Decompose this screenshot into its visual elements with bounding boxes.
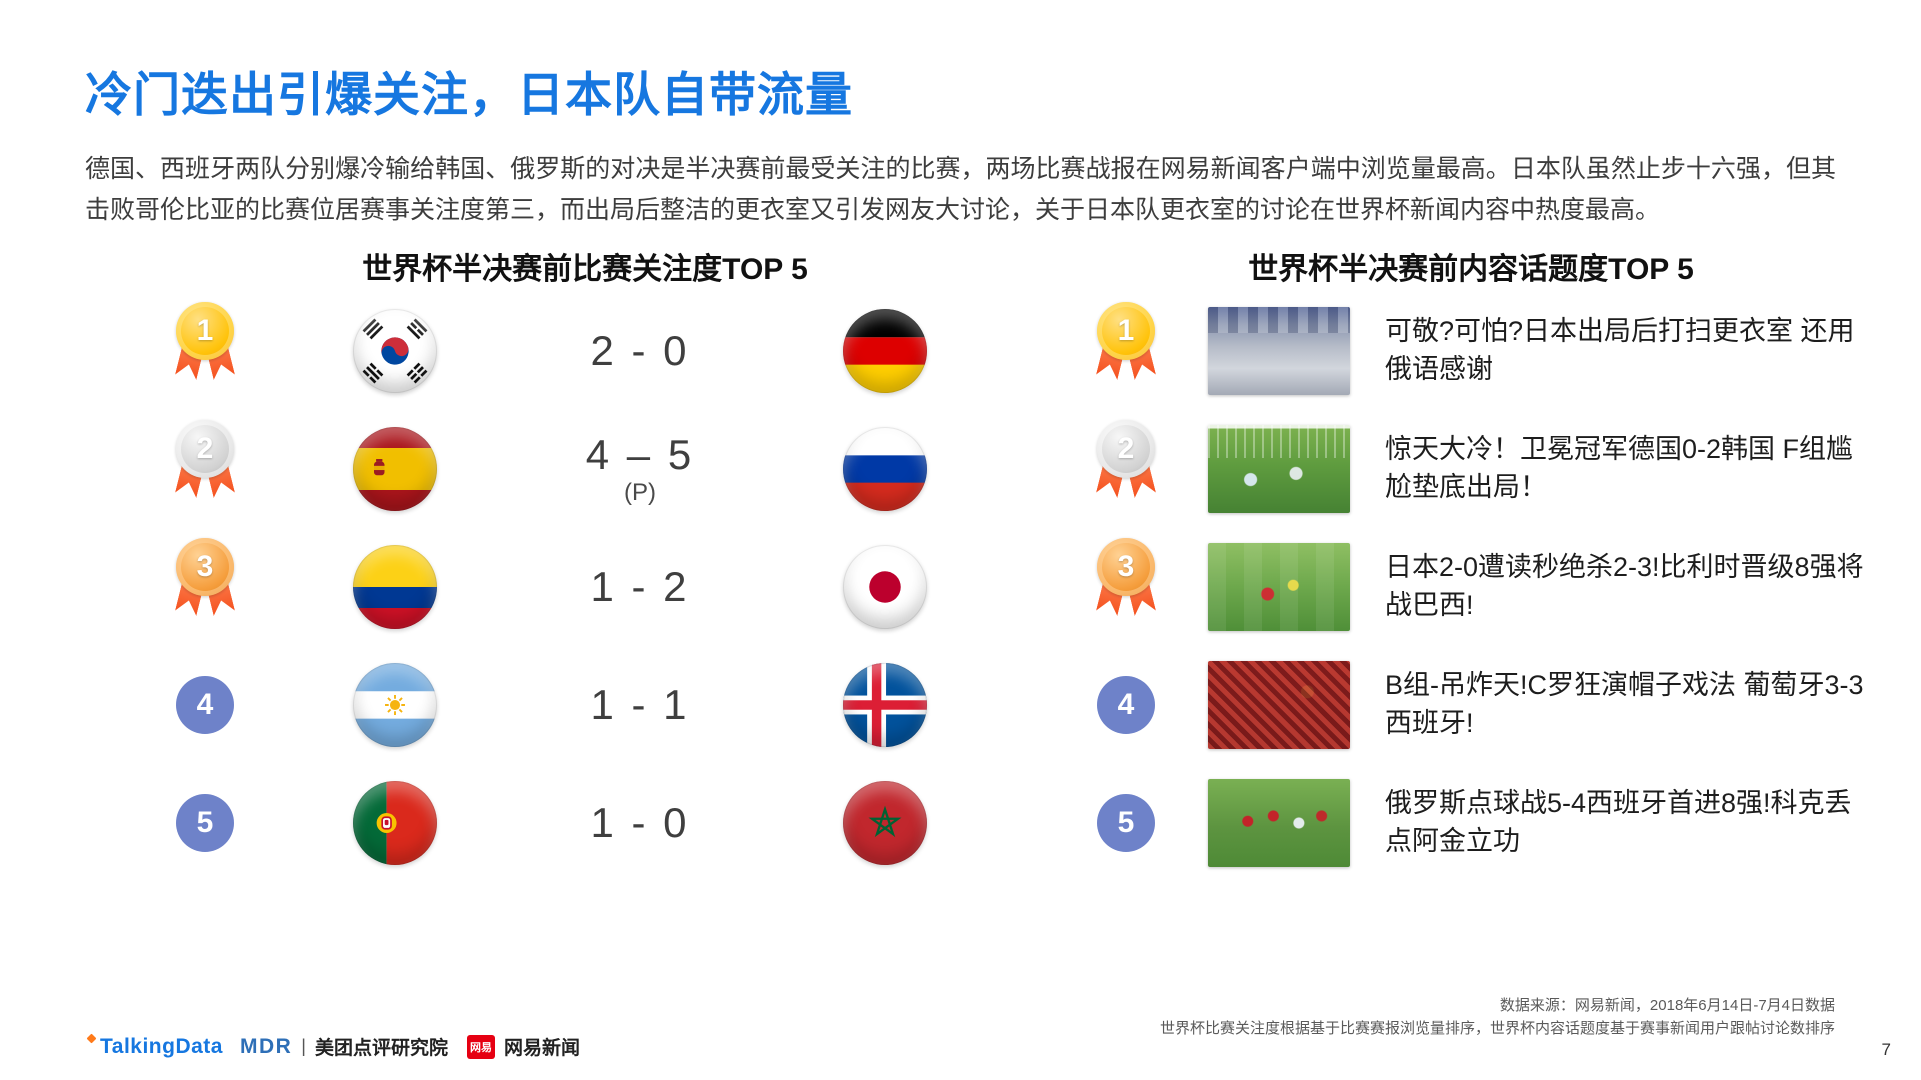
rank-badge: 4 — [1097, 676, 1155, 734]
morocco-flag-icon — [843, 781, 927, 865]
iceland-flag-icon — [843, 663, 927, 747]
medal-face: 2 — [1097, 420, 1155, 478]
bronze-medal-rank-badge: 3 — [1093, 538, 1159, 636]
netease-news-label: 网易新闻 — [504, 1038, 581, 1059]
match-score: 1 - 2 — [590, 563, 690, 610]
source-line-2: 世界杯比赛关注度根据基于比赛赛报浏览量排序，世界杯内容话题度基于赛事新闻用户跟帖… — [1159, 1019, 1835, 1037]
rank-number: 2 — [1117, 432, 1135, 465]
match-score: 1 - 0 — [590, 799, 690, 846]
source-line-1: 数据来源：网易新闻，2018年6月14日-7月4日数据 — [1499, 996, 1835, 1014]
match-score: 4 – 5 — [585, 431, 695, 478]
news-headline: 惊天大冷！卫冕冠军德国0-2韩国 F组尴尬垫底出局！ — [1385, 434, 1854, 502]
rank-number: 3 — [196, 550, 214, 583]
medal-face: 2 — [176, 420, 234, 478]
score-cell: 2 - 0 — [590, 327, 689, 375]
silver-medal-rank-badge: 2 — [172, 420, 238, 518]
rank-number: 5 — [196, 806, 214, 839]
page-title: 冷门迭出引爆关注，日本队自带流量 — [85, 68, 853, 121]
medal-face: 3 — [1097, 538, 1155, 596]
argentina-flag-icon — [353, 663, 437, 747]
news-headline: 俄罗斯点球战5-4西班牙首进8强!科克丢点阿金立功 — [1385, 788, 1852, 856]
footer-logos: TalkingData MDR | 美团点评研究院 网易 网易新闻 — [86, 1033, 581, 1060]
locker-room-thumbnail — [1207, 307, 1350, 395]
match-score: 2 - 0 — [590, 327, 690, 374]
rank-number: 1 — [196, 314, 214, 347]
penalty-note: (P) — [623, 479, 656, 506]
right-section-title: 世界杯半决赛前内容话题度TOP 5 — [1248, 253, 1694, 286]
match-row: 5 1 - 0 — [140, 764, 1030, 882]
fans-crowd-thumbnail — [1207, 661, 1350, 749]
medal-face: 3 — [176, 538, 234, 596]
news-row: 4 B组-吊炸天!C罗狂演帽子戏法 葡萄牙3-3西班牙! — [1066, 646, 1876, 764]
netease-logo-icon: 网易 — [467, 1034, 495, 1059]
match-row: 2 4 – 5 (P) — [140, 410, 1030, 528]
talkingdata-mark-icon — [86, 1033, 97, 1044]
score-cell: 4 – 5 (P) — [586, 431, 694, 507]
portugal-flag-icon — [353, 781, 437, 865]
pitch-celebration-thumbnail — [1207, 543, 1350, 631]
match-attention-section: 世界杯半决赛前比赛关注度TOP 5 1 — [140, 244, 1030, 882]
match-row: 4 1 - 1 — [140, 646, 1030, 764]
bronze-medal-rank-badge: 3 — [172, 538, 238, 636]
news-headline: 日本2-0遭读秒绝杀2-3!比利时晋级8强将战巴西! — [1385, 552, 1864, 620]
gold-medal-rank-badge: 1 — [172, 302, 238, 400]
news-row: 5 俄罗斯点球战5-4西班牙首进8强!科克丢点阿金立功 — [1066, 764, 1876, 882]
talkingdata-logo: TalkingData — [100, 1034, 223, 1058]
medal-face: 1 — [176, 302, 234, 360]
match-score: 1 - 1 — [590, 681, 690, 728]
rank-number: 3 — [1117, 550, 1135, 583]
germany-flag-icon — [843, 309, 927, 393]
mdr-logo: MDR — [239, 1034, 293, 1058]
silver-medal-rank-badge: 2 — [1093, 420, 1159, 518]
news-row: 2 惊天大冷！卫冕冠军德国0-2韩国 F组尴尬垫底出局！ — [1066, 410, 1876, 528]
south-korea-flag-icon — [353, 309, 437, 393]
rank-number: 4 — [1117, 688, 1135, 721]
logo-divider: | — [301, 1036, 306, 1056]
score-cell: 1 - 0 — [590, 799, 689, 847]
rank-badge: 4 — [176, 676, 234, 734]
japan-flag-icon — [843, 545, 927, 629]
content-topic-section: 世界杯半决赛前内容话题度TOP 5 1 可敬?可怕?日本出局后打扫更衣室 还用俄… — [1066, 244, 1876, 882]
data-source-note: 数据来源：网易新闻，2018年6月14日-7月4日数据 世界杯比赛关注度根据基于… — [1160, 994, 1835, 1041]
meituan-research-label: 美团点评研究院 — [314, 1038, 448, 1059]
rank-number: 4 — [196, 688, 214, 721]
page-number: 7 — [1881, 1040, 1891, 1059]
match-row: 1 — [140, 292, 1030, 410]
news-headline: B组-吊炸天!C罗狂演帽子戏法 葡萄牙3-3西班牙! — [1385, 670, 1864, 738]
spain-flag-icon — [353, 427, 437, 511]
colombia-flag-icon — [353, 545, 437, 629]
rank-badge: 5 — [1097, 794, 1155, 852]
rank-number: 1 — [1117, 314, 1135, 347]
content-columns: 世界杯半决赛前比赛关注度TOP 5 1 — [0, 244, 1921, 882]
left-section-title: 世界杯半决赛前比赛关注度TOP 5 — [362, 253, 808, 286]
match-row: 3 1 - 2 — [140, 528, 1030, 646]
news-headline: 可敬?可怕?日本出局后打扫更衣室 还用俄语感谢 — [1385, 316, 1855, 384]
match-action-thumbnail — [1207, 425, 1350, 513]
rank-number: 2 — [196, 432, 214, 465]
gold-medal-rank-badge: 1 — [1093, 302, 1159, 400]
rank-badge: 5 — [176, 794, 234, 852]
russia-flag-icon — [843, 427, 927, 511]
score-cell: 1 - 1 — [590, 681, 689, 729]
rank-number: 5 — [1117, 806, 1135, 839]
news-row: 3 日本2-0遭读秒绝杀2-3!比利时晋级8强将战巴西! — [1066, 528, 1876, 646]
medal-face: 1 — [1097, 302, 1155, 360]
news-row: 1 可敬?可怕?日本出局后打扫更衣室 还用俄语感谢 — [1066, 292, 1876, 410]
penalty-shootout-thumbnail — [1207, 779, 1350, 867]
intro-paragraph: 德国、西班牙两队分别爆冷输给韩国、俄罗斯的对决是半决赛前最受关注的比赛，两场比赛… — [85, 155, 1836, 224]
score-cell: 1 - 2 — [590, 563, 689, 611]
